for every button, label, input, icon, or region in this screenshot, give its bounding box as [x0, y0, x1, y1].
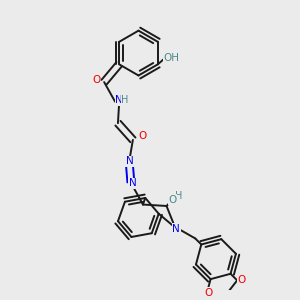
- Text: O: O: [238, 275, 246, 285]
- Text: O: O: [169, 195, 177, 205]
- Text: O: O: [138, 131, 146, 141]
- Text: O: O: [92, 75, 100, 85]
- Text: H: H: [175, 191, 182, 201]
- Text: N: N: [126, 156, 133, 167]
- Text: O: O: [204, 288, 212, 298]
- Text: OH: OH: [164, 53, 179, 63]
- Text: N: N: [115, 95, 123, 105]
- Text: N: N: [129, 178, 136, 188]
- Text: N: N: [172, 224, 180, 234]
- Text: H: H: [122, 95, 129, 105]
